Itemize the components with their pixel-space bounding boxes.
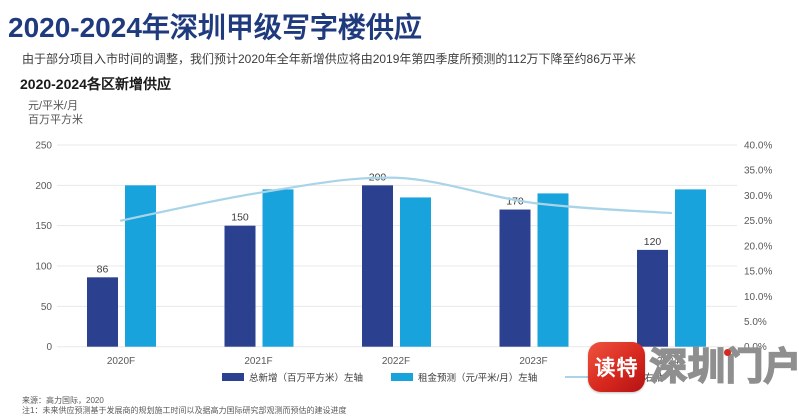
bar [362, 185, 393, 347]
bar [262, 189, 294, 347]
right-axis-tick: 25.0% [744, 216, 772, 227]
left-axis-units: 元/平米/月 百万平方米 [28, 99, 83, 127]
legend-line-swatch [565, 376, 590, 378]
legend-bar-swatch [222, 373, 244, 381]
legend-bar-swatch [391, 373, 414, 381]
dutenews-watermark: 读特 深圳门户 [588, 342, 799, 392]
left-axis-unit-line2: 百万平方米 [28, 114, 83, 126]
supply-combo-chart: 0 50 100 150 200 250 0.0% 5.0% 10.0% 15.0% 20.0% 25… [35, 141, 772, 368]
right-axis-tick: 30.0% [744, 191, 772, 202]
bar [87, 277, 118, 347]
right-axis-tick: 0.0% [744, 342, 767, 353]
left-axis-tick: 100 [35, 262, 52, 273]
x-axis-label: 2023F [519, 356, 547, 367]
left-axis-tick: 250 [35, 141, 52, 152]
bar [537, 193, 569, 347]
chart-footnotes: 来源：高力国际，2020 注1：未来供应预测基于发展商的规划施工时间以及据高力国… [22, 396, 346, 415]
page-subtitle: 由于部分项目入市时间的调整，我们预计2020年全年新增供应将由2019年第四季度… [22, 52, 636, 66]
left-axis-unit-line1: 元/平米/月 [28, 100, 79, 112]
page-title: 2020-2024年深圳甲级写字楼供应 [8, 12, 422, 43]
x-axis-label: 2024F [657, 356, 685, 367]
right-axis-tick: 5.0% [744, 317, 767, 328]
bar-value-label: 120 [644, 236, 662, 248]
right-axis-tick: 35.0% [744, 166, 772, 177]
legend-label: 租金预测（元/平米/月）左轴 [418, 373, 538, 384]
x-axis-label: 2022F [382, 356, 410, 367]
left-axis-tick: 0 [46, 342, 52, 353]
left-axis-tick: 200 [35, 181, 52, 192]
source-note: 来源：高力国际，2020 [22, 396, 104, 405]
methodology-note: 注1：未来供应预测基于发展商的规划施工时间以及据高力国际研究部观测而预估的建设进… [22, 405, 347, 415]
legend-item: 总新增（百万平方米）左轴 [222, 370, 363, 384]
bar [499, 209, 531, 347]
right-axis-tick: 40.0% [744, 141, 772, 152]
legend-item: 租金预测（元/平米/月）左轴 [391, 370, 537, 384]
watermark-red-dot [724, 349, 731, 356]
bar [400, 197, 431, 347]
x-axis-label: 2020F [107, 356, 135, 367]
chart-section-title: 2020-2024各区新增供应 [20, 76, 171, 92]
dute-app-logo: 读特 [588, 342, 645, 392]
vacancy-rate-line [119, 176, 673, 222]
bar [224, 225, 256, 347]
bar [125, 185, 156, 347]
left-axis-tick: 150 [35, 221, 52, 232]
right-axis-tick: 10.0% [744, 292, 772, 303]
legend-label: 总新增（百万平方米）左轴 [249, 373, 364, 384]
bar [637, 249, 668, 347]
right-axis-tick: 15.0% [744, 267, 772, 278]
right-axis-tick: 20.0% [744, 241, 772, 252]
bar-value-label: 86 [97, 263, 109, 275]
bar-value-label: 150 [231, 212, 249, 224]
x-axis-label: 2021F [244, 356, 272, 367]
bar [675, 189, 706, 347]
left-axis-tick: 50 [41, 302, 53, 313]
